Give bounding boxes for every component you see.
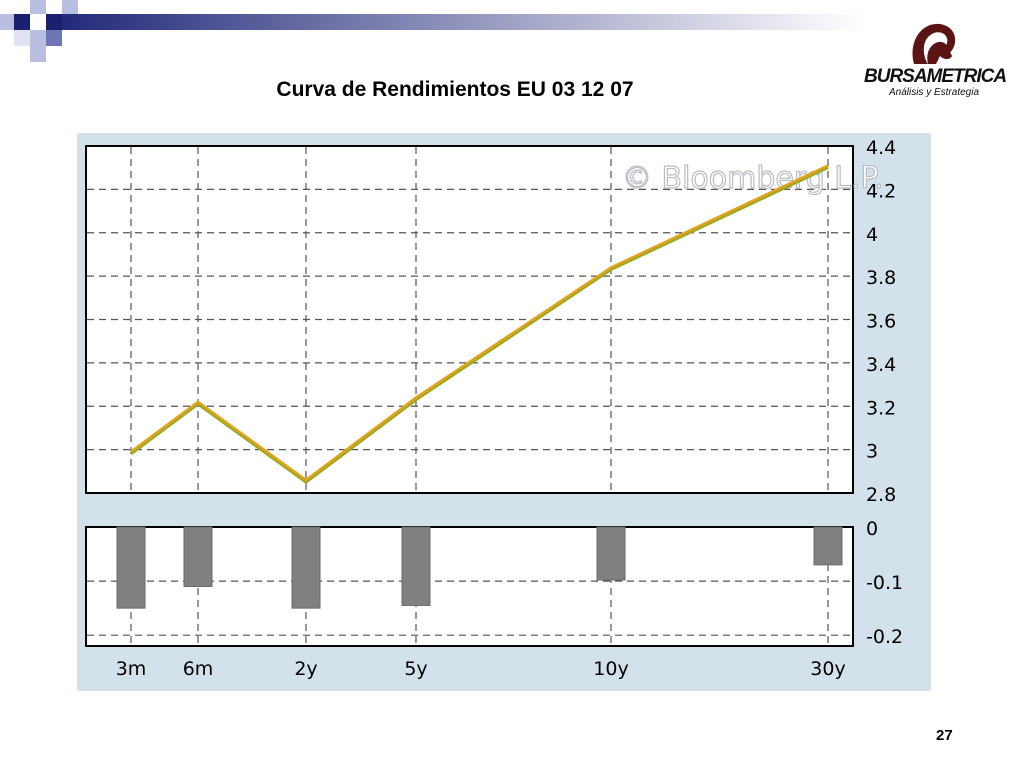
y-tick-label: 4 bbox=[866, 224, 878, 246]
bar-6m bbox=[183, 526, 213, 587]
x-tick-label: 10y bbox=[593, 658, 628, 680]
y-tick-label: 2.8 bbox=[866, 484, 896, 506]
corner-decoration bbox=[0, 0, 864, 62]
deco-square bbox=[30, 46, 46, 62]
y-tick-label: 3 bbox=[866, 441, 878, 463]
deco-square bbox=[0, 14, 14, 30]
bar-5y bbox=[401, 526, 431, 606]
bar-2y bbox=[291, 526, 321, 609]
x-tick-label: 2y bbox=[294, 658, 317, 680]
y-tick-label: 4.4 bbox=[866, 137, 896, 159]
logo-tagline: Análisis y Estrategia bbox=[888, 87, 980, 98]
x-tick-label: 3m bbox=[116, 658, 147, 680]
bloomberg-watermark: © Bloomberg L.P. bbox=[622, 161, 883, 196]
y-tick-label: 0 bbox=[866, 518, 878, 540]
yield-curve-line bbox=[130, 164, 829, 482]
bar-30y bbox=[813, 526, 843, 566]
y-tick-label: 3.4 bbox=[866, 354, 896, 376]
bar-10y bbox=[596, 526, 626, 581]
deco-square bbox=[14, 14, 30, 30]
bar-3m bbox=[116, 526, 146, 609]
yield-curve-chart: © Bloomberg L.P. 4.4 4.2 4 3.8 3.6 3.4 3.2 3 2.8… bbox=[77, 133, 931, 691]
bursametrica-logo: BURSAMETRICA Análisis y Estrategia bbox=[864, 18, 1007, 102]
page-number: 27 bbox=[936, 727, 953, 744]
bar-plot-area bbox=[85, 526, 854, 647]
page-title: Curva de Rendimientos EU 03 12 07 bbox=[276, 78, 634, 101]
deco-square bbox=[30, 0, 46, 14]
logo-wordmark: BURSAMETRICA bbox=[864, 66, 1007, 87]
deco-square bbox=[46, 30, 62, 46]
x-tick-label: 30y bbox=[810, 658, 845, 680]
deco-square bbox=[30, 30, 46, 46]
y-tick-label: 3.6 bbox=[866, 311, 896, 333]
deco-square bbox=[62, 0, 78, 14]
x-tick-label: 6m bbox=[183, 658, 214, 680]
x-tick-label: 5y bbox=[404, 658, 427, 680]
y-tick-label: -0.2 bbox=[866, 626, 903, 648]
horse-head-icon bbox=[912, 23, 956, 64]
deco-square bbox=[46, 14, 62, 30]
y-tick-label: -0.1 bbox=[866, 572, 903, 594]
y-tick-label: 4.2 bbox=[866, 180, 896, 202]
y-tick-label: 3.2 bbox=[866, 397, 896, 419]
header-gradient-band bbox=[62, 14, 864, 30]
y-tick-label: 3.8 bbox=[866, 267, 896, 289]
deco-square bbox=[14, 30, 30, 46]
